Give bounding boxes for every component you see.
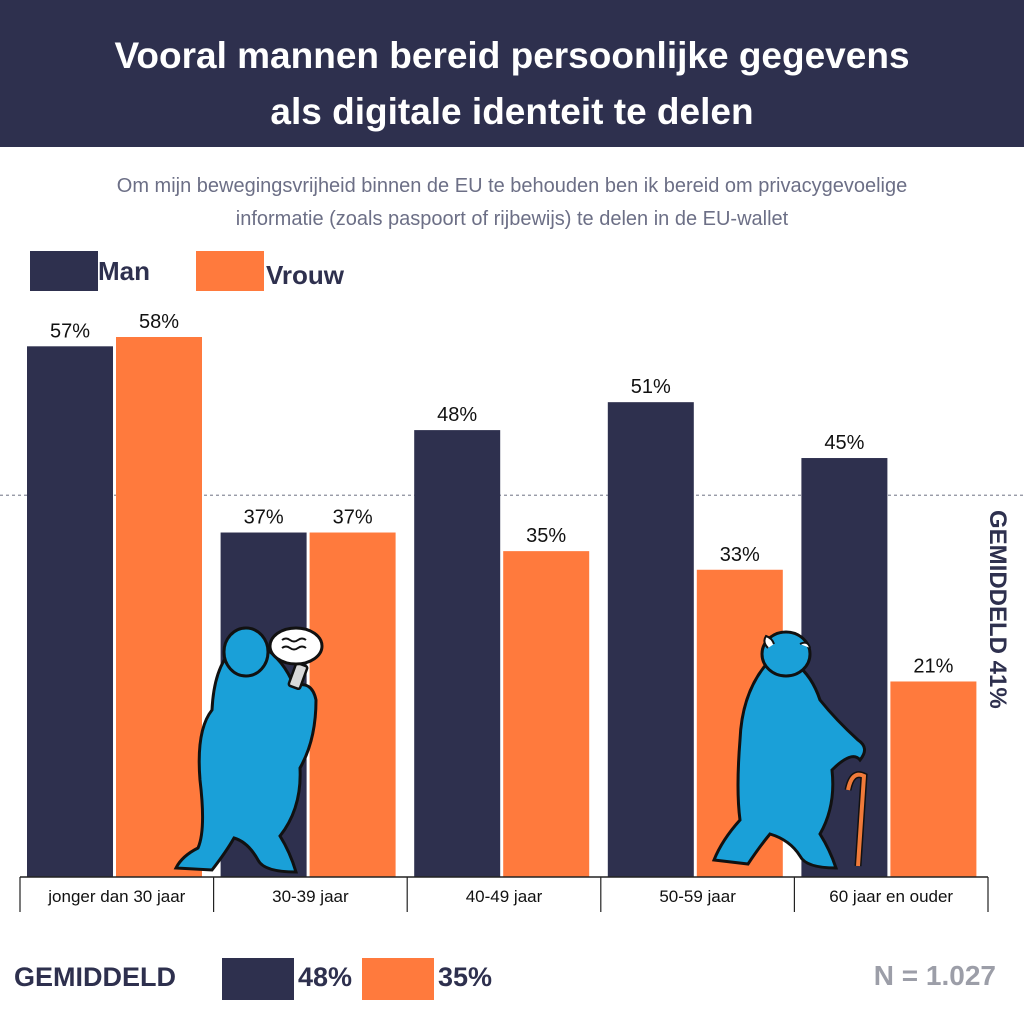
title-line-2: als digitale identeit te delen [270, 91, 754, 132]
elderly-man-cane-illustration [711, 630, 868, 870]
chart-title: Vooral mannen bereid persoonlijke gegeve… [0, 28, 1024, 140]
value-label-man-0: 57% [50, 320, 90, 342]
bar-vrouw-4 [890, 681, 977, 877]
category-label-3: 50-59 jaar [659, 887, 736, 906]
walking-man-phone-illustration [173, 626, 324, 874]
footer-average-label: GEMIDDELD [14, 962, 176, 992]
legend: Man Vrouw [30, 251, 345, 291]
bar-man-0 [27, 346, 113, 878]
sample-size-label: N = 1.027 [873, 960, 996, 991]
legend-swatch-vrouw [196, 251, 264, 291]
footer-swatch-man [222, 958, 294, 1000]
value-label-man-2: 48% [437, 404, 477, 426]
category-label-2: 40-49 jaar [466, 887, 543, 906]
value-label-man-1: 37% [244, 507, 284, 529]
category-label-0: jonger dan 30 jaar [47, 887, 185, 906]
legend-label-vrouw: Vrouw [266, 260, 345, 290]
average-label: GEMIDDELD 41% [984, 510, 1011, 709]
value-label-vrouw-4: 21% [913, 655, 953, 677]
header-banner [0, 0, 1024, 147]
value-label-vrouw-0: 58% [139, 311, 179, 333]
subtitle-line-2: informatie (zoals paspoort of rijbewijs)… [235, 208, 789, 230]
value-label-man-4: 45% [824, 432, 864, 454]
chart-subtitle: Om mijn bewegingsvrijheid binnen de EU t… [0, 170, 1024, 236]
value-label-vrouw-3: 33% [720, 544, 760, 566]
legend-swatch-man [30, 251, 98, 291]
footer-average-vrouw: 35% [438, 962, 493, 992]
footer-swatch-vrouw [362, 958, 434, 1000]
bar-man-3 [607, 402, 694, 877]
value-label-vrouw-1: 37% [333, 507, 373, 529]
figures [173, 626, 868, 874]
bar-vrouw-1 [309, 532, 396, 877]
category-label-1: 30-39 jaar [272, 887, 349, 906]
legend-label-man: Man [98, 256, 150, 286]
value-label-vrouw-2: 35% [526, 525, 566, 547]
subtitle-line-1: Om mijn bewegingsvrijheid binnen de EU t… [116, 175, 908, 197]
category-label-4: 60 jaar en ouder [829, 887, 953, 906]
bar-vrouw-2 [503, 551, 590, 877]
title-line-1: Vooral mannen bereid persoonlijke gegeve… [114, 35, 910, 76]
value-label-man-3: 51% [631, 376, 671, 398]
footer-average-man: 48% [298, 962, 353, 992]
bar-vrouw-0 [116, 337, 202, 877]
bar-man-2 [414, 430, 501, 877]
category-axis: jonger dan 30 jaar 30-39 jaar 40-49 jaar 50… [19, 876, 989, 912]
